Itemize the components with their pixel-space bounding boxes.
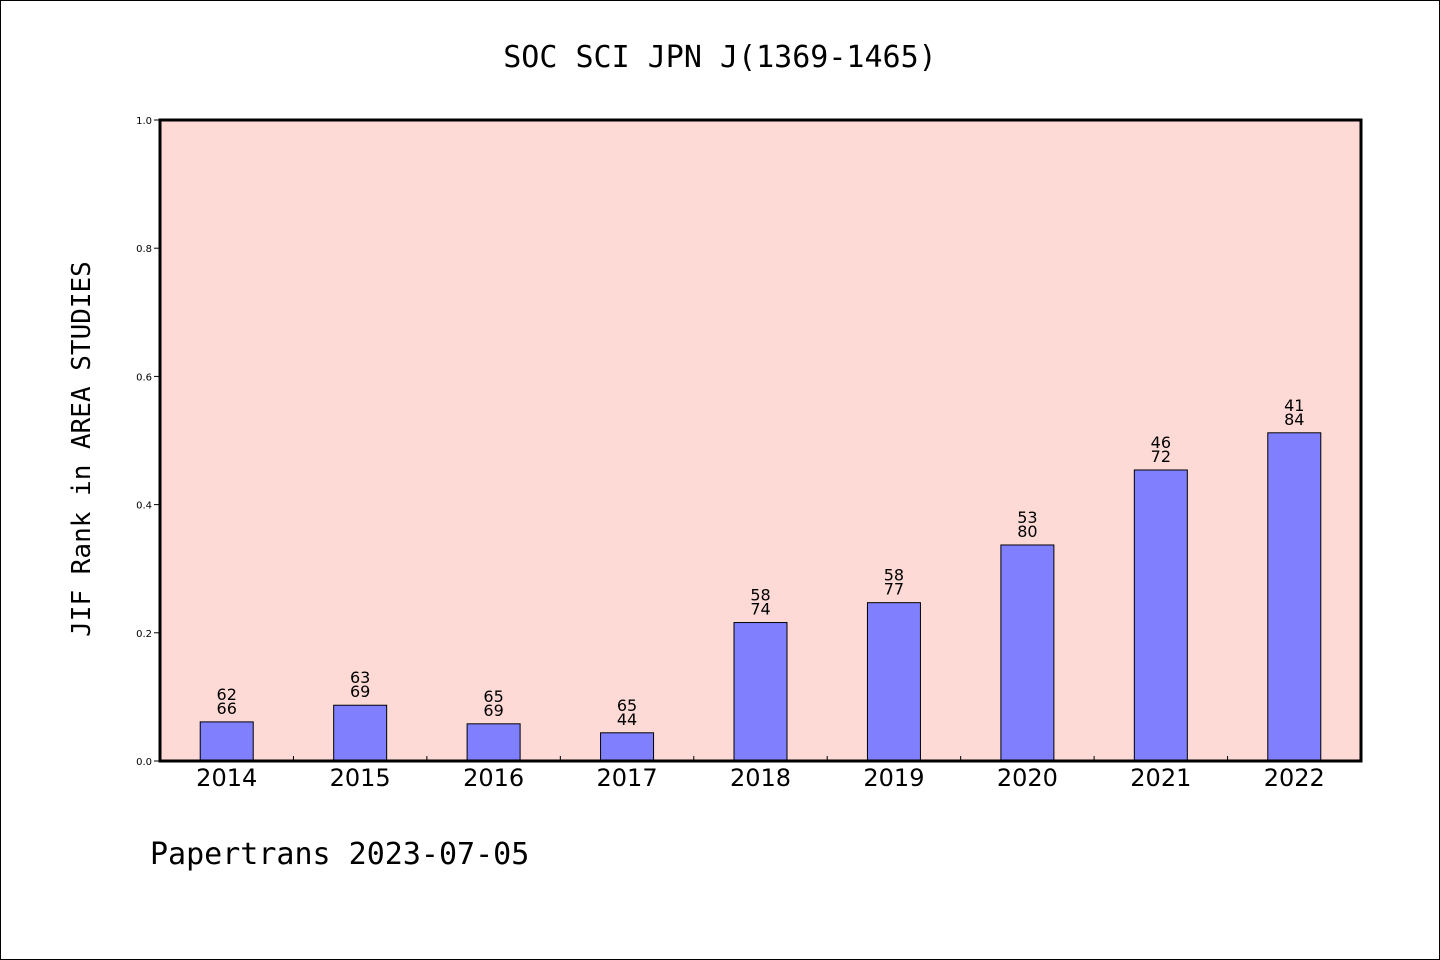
y-tick-label: 0.8 — [136, 244, 152, 255]
y-tick-label: 0.4 — [136, 501, 152, 512]
y-tick-label: 0.6 — [136, 372, 152, 383]
bar — [600, 732, 655, 762]
x-tick-label: 2020 — [997, 764, 1058, 792]
bar-label-total: 44 — [617, 710, 637, 729]
bar — [1000, 544, 1055, 762]
bar — [466, 723, 521, 762]
bar — [733, 622, 788, 762]
bar-label-total: 66 — [217, 699, 237, 718]
bar-label-rank: 58 — [750, 586, 770, 605]
y-axis-label: JIF Rank in AREA STUDIES — [67, 261, 97, 637]
bar-label-total: 74 — [750, 600, 770, 619]
x-tick-label: 2022 — [1264, 764, 1325, 792]
bar — [1267, 432, 1322, 762]
footer-text: Papertrans 2023-07-05 — [150, 837, 529, 872]
x-tick-label: 2017 — [597, 764, 658, 792]
bar-label-rank: 65 — [483, 687, 503, 706]
bar-label-rank: 41 — [1284, 396, 1304, 415]
bar-label-rank: 62 — [217, 685, 237, 704]
x-tick-label: 2021 — [1130, 764, 1191, 792]
bar — [333, 704, 388, 762]
bar-label-total: 69 — [350, 682, 370, 701]
y-tick-label: 0.0 — [136, 757, 152, 768]
bar-label-rank: 46 — [1151, 433, 1171, 452]
bar-label-total: 80 — [1017, 522, 1037, 541]
bar-label-rank: 65 — [617, 696, 637, 715]
x-tick-label: 2014 — [196, 764, 257, 792]
bar — [866, 602, 921, 762]
bar-label-rank: 53 — [1017, 508, 1037, 527]
chart-title: SOC SCI JPN J(1369-1465) — [503, 40, 936, 75]
bar-label-total: 72 — [1151, 447, 1171, 466]
bar — [1133, 469, 1188, 762]
bar-label-rank: 63 — [350, 668, 370, 687]
x-tick-label: 2015 — [330, 764, 391, 792]
x-tick-label: 2019 — [863, 764, 924, 792]
x-tick-label: 2016 — [463, 764, 524, 792]
plot-border — [158, 118, 1363, 763]
ticks-layer: 0.0 0.2 0.4 0.6 0.8 1.0 2014 2015 2016 2017 2018 20… — [136, 116, 1325, 792]
bar-label-total: 84 — [1284, 410, 1304, 429]
bar-label-total: 77 — [884, 580, 904, 599]
bar — [199, 721, 254, 762]
y-tick-label: 1.0 — [136, 116, 152, 127]
y-tick-label: 0.2 — [136, 629, 152, 640]
bar-label-total: 69 — [483, 701, 503, 720]
bar-label-rank: 58 — [884, 566, 904, 585]
x-tick-label: 2018 — [730, 764, 791, 792]
